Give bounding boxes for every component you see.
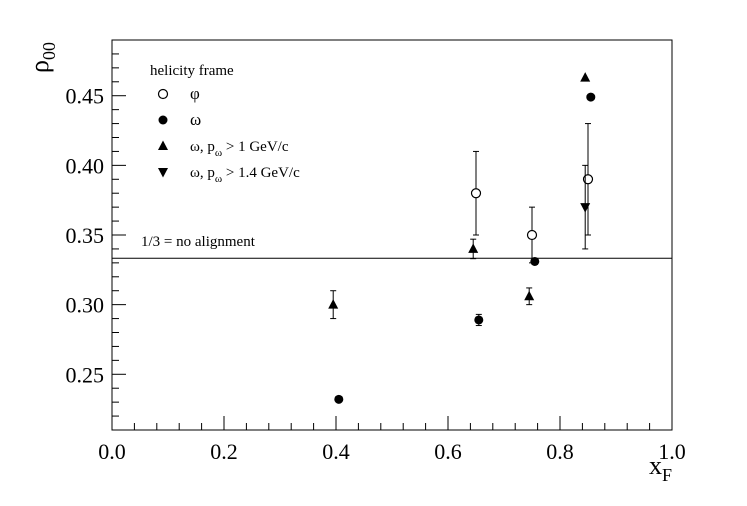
- legend-entry: ω, pω > 1 GeV/c: [190, 139, 289, 159]
- x-axis-label: xF: [649, 451, 672, 485]
- data-point: [580, 203, 591, 213]
- data-point: [526, 229, 538, 241]
- x-tick-label: 0.6: [434, 439, 462, 464]
- tick-labels: 0.0 0.2 0.4 0.6 0.8 1.0 0.25 0.30 0.35 0.40 0.45: [66, 84, 686, 464]
- data-point: [334, 394, 344, 404]
- data-point: [582, 174, 594, 185]
- y-tick-label: 0.45: [66, 84, 105, 109]
- y-tick-label: 0.40: [66, 153, 105, 178]
- data-point: [474, 315, 484, 325]
- x-tick-label: 1.0: [658, 439, 686, 464]
- y-axis-label-main: ρ: [25, 60, 54, 73]
- x-tick-label: 0.0: [98, 439, 126, 464]
- legend-entry-subscript: ω: [215, 173, 222, 185]
- legend-entry-text: φ: [190, 84, 200, 103]
- series-1: [334, 92, 596, 404]
- data-marks: [328, 72, 596, 404]
- data-point: [530, 256, 540, 266]
- x-axis-label-sub: F: [662, 465, 672, 485]
- x-axis-label-main: x: [649, 451, 662, 480]
- data-point: [328, 299, 339, 309]
- data-point: [580, 72, 591, 82]
- data-point: [586, 92, 596, 102]
- legend-entry-text: > 1.4 GeV/c: [222, 165, 300, 181]
- legend-marker: [157, 88, 169, 100]
- legend-entry-text: ω, p: [190, 139, 215, 155]
- x-tick-label: 0.4: [322, 439, 350, 464]
- series-3: [580, 164, 591, 250]
- series-2: [328, 72, 591, 320]
- legend-entry-subscript: ω: [215, 147, 222, 159]
- legend-entry: ω: [190, 110, 201, 129]
- y-tick-label: 0.30: [66, 293, 105, 318]
- legend-entry-text: ω: [190, 110, 201, 129]
- legend-title: helicity frame: [150, 63, 234, 79]
- legend-entry: ω, pω > 1.4 GeV/c: [190, 165, 300, 185]
- axis-ticks: [111, 39, 673, 431]
- y-axis-label-sub: 00: [39, 42, 59, 60]
- x-tick-label: 0.2: [210, 439, 238, 464]
- y-tick-label: 0.25: [66, 362, 105, 387]
- y-axis-label: ρ00: [25, 42, 59, 73]
- legend-entry-text: ω, p: [190, 165, 215, 181]
- x-tick-label: 0.8: [546, 439, 574, 464]
- legend-entry-text: > 1 GeV/c: [222, 139, 289, 155]
- series-0: [470, 123, 594, 264]
- plot-frame: [111, 39, 673, 431]
- data-point: [470, 188, 482, 199]
- reference-line-label: 1/3 = no alignment: [141, 234, 256, 250]
- legend-marker: [158, 168, 168, 178]
- data-point: [468, 243, 479, 253]
- legend-marker: [158, 140, 168, 150]
- data-point: [524, 290, 535, 301]
- legend-marker: [158, 115, 168, 125]
- legend-entry: φ: [190, 84, 200, 103]
- y-tick-label: 0.35: [66, 223, 105, 248]
